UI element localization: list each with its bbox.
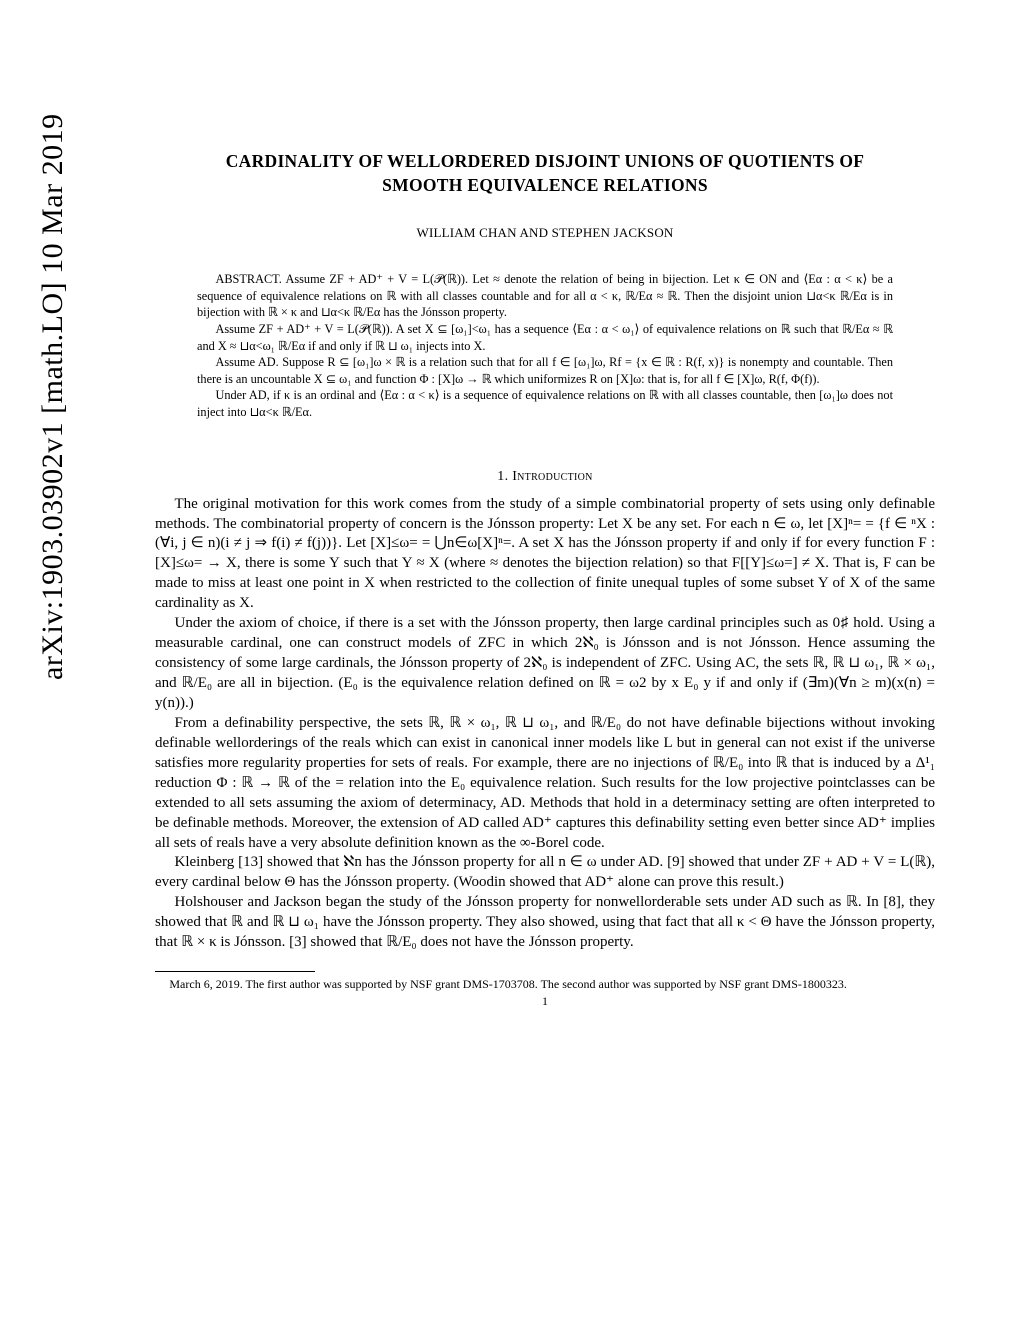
section-heading-introduction: 1. Introduction — [155, 469, 935, 485]
footnote-rule — [155, 971, 315, 972]
paper-title: CARDINALITY OF WELLORDERED DISJOINT UNIO… — [155, 150, 935, 197]
title-line-2: SMOOTH EQUIVALENCE RELATIONS — [382, 175, 708, 195]
abstract-block: ABSTRACT. Assume ZF + AD⁺ + V = L(𝒫(ℝ)).… — [197, 271, 893, 420]
title-line-1: CARDINALITY OF WELLORDERED DISJOINT UNIO… — [226, 151, 865, 171]
footnote-text: March 6, 2019. The first author was supp… — [155, 976, 935, 992]
body-para-4: Kleinberg [13] showed that ℵn has the Jó… — [155, 853, 935, 893]
page-content: CARDINALITY OF WELLORDERED DISJOINT UNIO… — [155, 150, 935, 1009]
abstract-para-3: Assume AD. Suppose R ⊆ [ω₁]ω × ℝ is a re… — [197, 354, 893, 387]
arxiv-identifier: arXiv:1903.03902v1 [math.LO] 10 Mar 2019 — [36, 113, 70, 680]
body-para-3: From a definability perspective, the set… — [155, 714, 935, 854]
abstract-para-2: Assume ZF + AD⁺ + V = L(𝒫(ℝ)). A set X ⊆… — [197, 321, 893, 354]
author-list: WILLIAM CHAN AND STEPHEN JACKSON — [155, 225, 935, 241]
body-para-1: The original motivation for this work co… — [155, 495, 935, 615]
page-number: 1 — [155, 994, 935, 1009]
abstract-para-1: ABSTRACT. Assume ZF + AD⁺ + V = L(𝒫(ℝ)).… — [197, 271, 893, 321]
abstract-para-4: Under AD, if κ is an ordinal and ⟨Eα : α… — [197, 387, 893, 420]
body-para-5: Holshouser and Jackson began the study o… — [155, 893, 935, 953]
body-text: The original motivation for this work co… — [155, 495, 935, 954]
body-para-2: Under the axiom of choice, if there is a… — [155, 614, 935, 714]
